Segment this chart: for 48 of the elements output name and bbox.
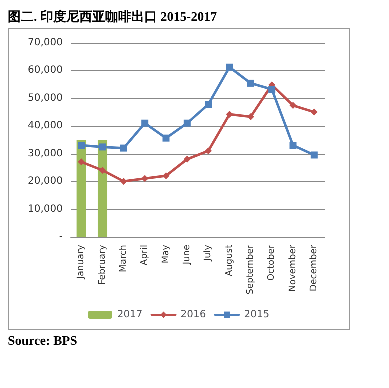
y-tick-label: 10,000	[28, 204, 63, 215]
point	[310, 152, 318, 159]
x-tick-label: April	[140, 245, 150, 266]
point	[268, 86, 276, 94]
x-tick-label: July	[204, 244, 214, 262]
y-tick-label: -	[59, 232, 64, 242]
point	[226, 64, 234, 71]
x-tick-label: December	[309, 244, 320, 292]
point	[184, 156, 191, 163]
x-tick-label: February	[98, 244, 108, 285]
legend-label: 2016	[180, 310, 206, 320]
y-tick-label: 20,000	[28, 176, 63, 188]
point	[226, 111, 234, 118]
x-tick-label: June	[182, 244, 192, 266]
x-tick-label: October	[267, 244, 278, 282]
point	[205, 148, 212, 155]
x-tick-label: March	[118, 245, 129, 272]
y-tick-label: 50,000	[28, 92, 63, 104]
source-note: Source: BPS	[8, 333, 78, 349]
point	[290, 102, 297, 110]
point	[99, 166, 106, 174]
point	[120, 144, 128, 152]
point	[78, 142, 86, 150]
chart-title: 图二. 印度尼西亚咖啡出口 2015-2017	[8, 8, 218, 26]
point	[184, 120, 191, 127]
x-tick-label: May	[161, 244, 172, 264]
point	[78, 158, 86, 166]
point	[162, 172, 170, 180]
x-tick-label: January	[76, 244, 87, 280]
legend-label: 2015	[244, 310, 270, 320]
point	[142, 175, 149, 182]
y-tick-label: 30,000	[28, 148, 63, 160]
point	[120, 178, 128, 186]
point	[99, 144, 106, 151]
y-tick-label: 60,000	[28, 65, 63, 76]
x-tick-label: August	[224, 244, 235, 276]
point	[310, 108, 318, 116]
point	[247, 113, 254, 120]
x-tick-label: November	[288, 244, 298, 292]
y-tick-label: 40,000	[28, 120, 63, 132]
point	[142, 120, 149, 127]
y-tick-label: 70,000	[28, 38, 63, 48]
point	[162, 134, 170, 142]
legend-label: 2017	[117, 310, 143, 320]
x-tick-label: September	[246, 244, 256, 295]
point	[290, 142, 297, 150]
point	[205, 101, 212, 108]
point	[247, 80, 254, 87]
